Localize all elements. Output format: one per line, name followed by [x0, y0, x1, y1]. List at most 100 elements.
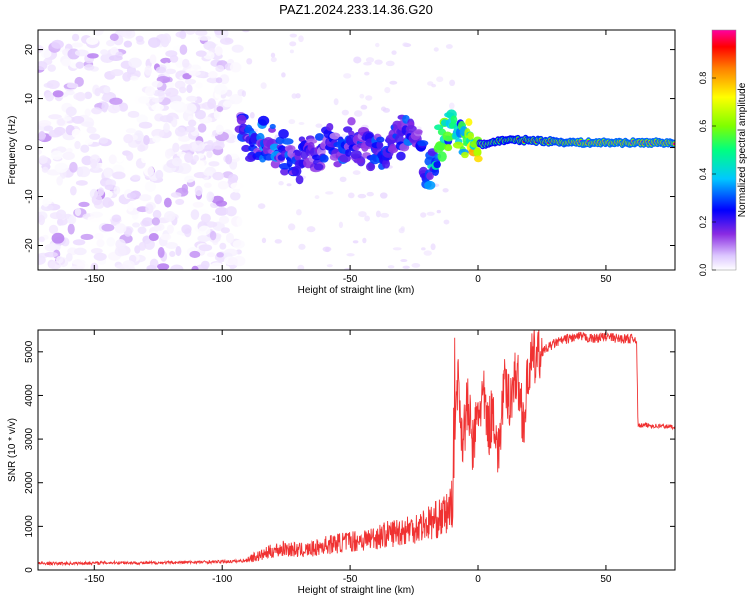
spectrogram-cell [68, 215, 75, 225]
spectrogram-cell [206, 151, 213, 159]
spectrogram-cell [109, 33, 119, 42]
spectrogram-cell [398, 227, 405, 234]
spectrogram-cell [392, 247, 402, 251]
spectrogram-cell [94, 87, 101, 97]
colorbar-tick-label: 0.6 [698, 120, 708, 133]
spectrogram-cell [211, 141, 225, 150]
spectrogram-cell [181, 183, 188, 193]
spectrogram-cell [204, 144, 214, 152]
spectrogram-cell [106, 237, 116, 247]
spectrogram-cell [184, 125, 196, 133]
spectrogram-cell [71, 128, 81, 138]
spectrogram-cell [288, 119, 296, 125]
spectrogram-cell [186, 95, 198, 102]
spectrogram-cell [72, 239, 86, 246]
spectrogram-cell [184, 175, 195, 183]
spectrogram-cell [365, 57, 375, 63]
spectrogram-cell [75, 180, 88, 186]
spectrogram-cell [164, 148, 172, 159]
spectrogram-cell [364, 71, 370, 76]
spectrogram-cell [91, 194, 103, 206]
spectrogram-cell [364, 215, 370, 222]
snr-y-label: SNR (10 * v/v) [7, 418, 18, 482]
spectrogram-cell [109, 97, 123, 105]
spectrogram-cell [146, 264, 157, 270]
spectrogram-cell [90, 211, 103, 218]
spectrogram-cell [222, 100, 233, 108]
spectrogram-cell [225, 232, 235, 244]
spectrogram-y-ticks: -20 -10 0 10 20 [24, 44, 675, 253]
x-tick-label: 0 [475, 574, 481, 585]
spectrogram-cell [163, 197, 172, 208]
spectrogram-cell [138, 241, 147, 251]
spectrogram-cell [55, 209, 67, 220]
spectrogram-cell [278, 128, 289, 139]
spectrogram-cell [411, 263, 421, 268]
spectrogram-cell [175, 246, 182, 257]
spectrogram-cell [203, 170, 214, 176]
snr-x-ticks: -150 -100 -50 0 50 [84, 330, 612, 585]
spectrogram-cell [278, 181, 284, 186]
spectrogram-cell [325, 191, 334, 195]
spectrogram-cell [96, 239, 105, 248]
spectrogram-cell [382, 159, 391, 169]
spectrogram-cell [376, 136, 385, 143]
x-tick-label: -50 [343, 274, 358, 285]
spectrogram-cell [138, 96, 150, 104]
spectrogram-cell [207, 140, 214, 146]
spectrogram-cell [93, 252, 107, 261]
spectrogram-cell [179, 44, 188, 55]
spectrogram-cell [155, 169, 164, 180]
spectrogram-cell [151, 217, 160, 226]
spectrogram-cell [260, 82, 267, 90]
spectrogram-cells [38, 30, 675, 270]
spectrogram-cell [420, 212, 427, 218]
spectrogram-cell [221, 265, 231, 270]
spectrogram-cell [38, 214, 45, 226]
spectrogram-cell [123, 40, 133, 48]
spectrogram-cell [269, 123, 276, 130]
colorbar-tick-label: 0.4 [698, 168, 708, 181]
spectrogram-cell [313, 163, 324, 171]
spectrogram-cell [289, 41, 297, 47]
spectrogram-cell [322, 246, 332, 252]
spectrogram-cell [231, 44, 244, 53]
colorbar: 0.0 0.2 0.4 0.6 0.8 Normalized spectral ampl… [698, 29, 748, 276]
spectrogram-cell [197, 123, 207, 133]
y-tick-label: 20 [24, 44, 35, 56]
spectrogram-cell [444, 143, 453, 152]
spectrogram-cell [281, 72, 286, 78]
spectrogram-cell [405, 125, 417, 133]
spectrogram-cell [225, 154, 233, 165]
spectrogram-cell [353, 56, 362, 64]
spectrogram-cell [126, 192, 137, 199]
spectrogram-cell [165, 241, 178, 250]
spectrogram-cell [77, 166, 91, 178]
spectrogram-cell [136, 114, 148, 124]
spectrogram-cell [126, 151, 134, 161]
spectrogram-cell [108, 55, 123, 61]
spectrogram-cell [212, 171, 224, 181]
spectrogram-cell [86, 126, 97, 134]
spectrogram-cell [84, 64, 95, 71]
spectrogram-cell [359, 93, 365, 99]
spectrogram-cell [341, 109, 349, 116]
spectrogram-cell [216, 252, 224, 258]
spectrogram-cell [137, 226, 147, 235]
spectrogram-cell [71, 33, 80, 42]
spectrogram-cell [172, 142, 180, 153]
spectrogram-cell [306, 226, 316, 233]
snr-line [38, 330, 675, 567]
spectrogram-cell [216, 106, 224, 112]
spectrogram-cell [143, 238, 155, 250]
spectrogram-cell [52, 90, 64, 98]
spectrogram-cell [191, 140, 205, 152]
colorbar-tick-label: 0.8 [698, 72, 708, 85]
spectrogram-cell [296, 209, 302, 216]
spectrogram-cell [138, 121, 153, 129]
spectrogram-cell [56, 176, 63, 186]
spectrogram-cell [166, 224, 174, 234]
spectrogram-cell [165, 68, 177, 75]
spectrogram-cell [230, 191, 241, 201]
